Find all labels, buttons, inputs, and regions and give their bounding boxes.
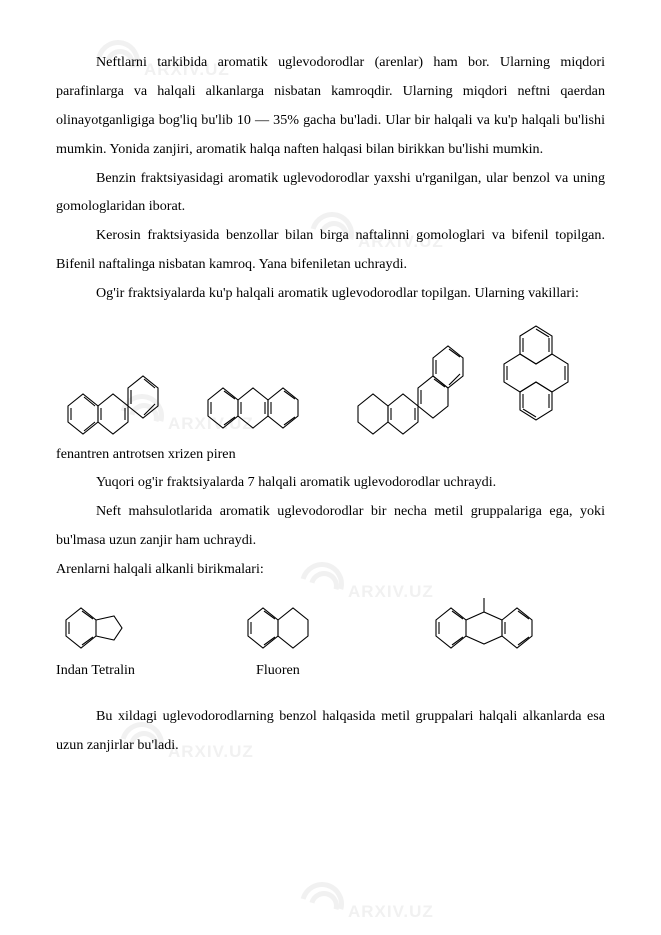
paragraph: Yuqori og'ir fraktsiyalarda 7 halqali ar… bbox=[56, 468, 605, 497]
chem-structures-row bbox=[56, 590, 605, 652]
paragraph: Bu xildagi uglevodorodlarning benzol hal… bbox=[56, 702, 605, 760]
label-text: Indan Tetralin bbox=[56, 656, 256, 684]
indan-structure bbox=[56, 590, 148, 652]
structure-labels: Indan Tetralin Fluoren bbox=[56, 656, 605, 684]
paragraph: Benzin fraktsiyasidagi aromatik uglevodo… bbox=[56, 164, 605, 222]
tetralin-structure bbox=[238, 590, 336, 652]
watermark: ARXIV.UZ bbox=[300, 880, 410, 932]
label-text: Fluoren bbox=[256, 656, 356, 684]
paragraph: Neftlarni tarkibida aromatik uglevodorod… bbox=[56, 48, 605, 164]
pyrene-structure bbox=[486, 316, 586, 436]
structure-labels: fenantren antrotsen xrizen piren bbox=[56, 440, 605, 468]
anthracene-structure bbox=[196, 364, 338, 436]
chrysene-structure bbox=[348, 320, 476, 436]
paragraph: Arenlarni halqali alkanli birikmalari: bbox=[56, 555, 605, 584]
paragraph: Neft mahsulotlarida aromatik uglevodorod… bbox=[56, 497, 605, 555]
phenanthrene-structure bbox=[56, 340, 186, 436]
fluorene-structure bbox=[426, 590, 566, 652]
paragraph: Kerosin fraktsiyasida benzollar bilan bi… bbox=[56, 221, 605, 279]
paragraph: Og'ir fraktsiyalarda ku'p halqali aromat… bbox=[56, 279, 605, 308]
chem-structures-row bbox=[56, 316, 605, 436]
